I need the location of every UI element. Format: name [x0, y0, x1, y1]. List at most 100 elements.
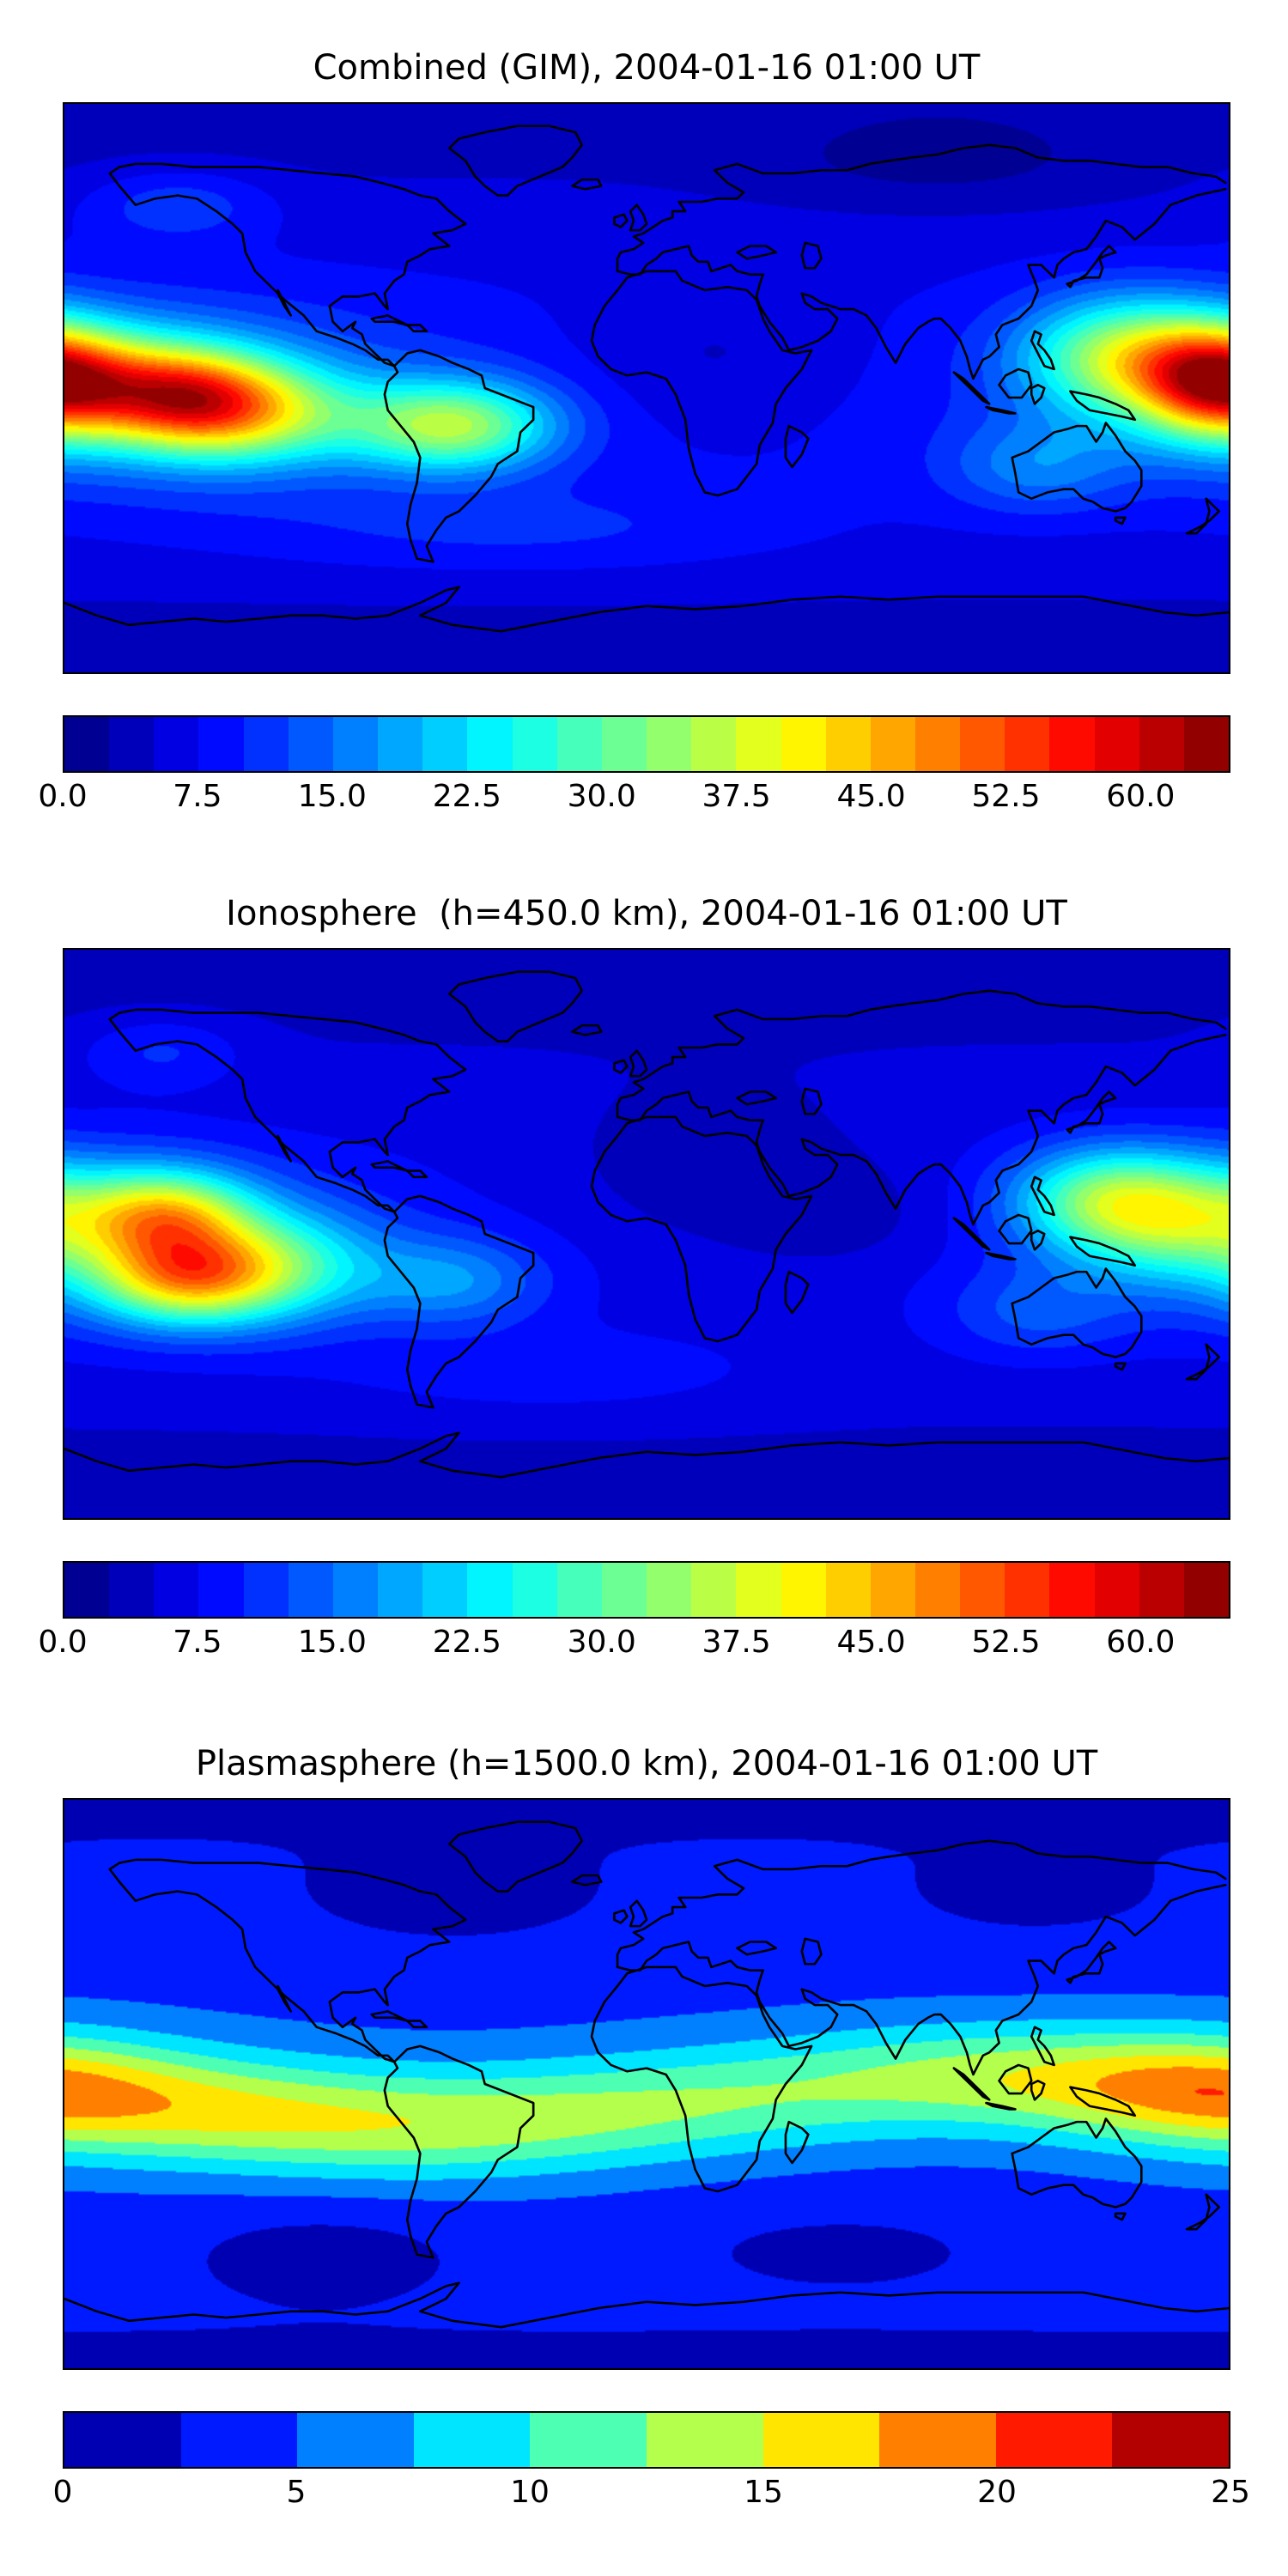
- colorbar-tick-label: 7.5: [173, 779, 222, 814]
- colorbar-segment: [1005, 717, 1050, 771]
- colorbar-segment: [512, 717, 557, 771]
- coastline-path: [590, 1965, 813, 2193]
- colorbar-segment: [556, 1563, 602, 1617]
- colorbar-tick-label: 52.5: [971, 779, 1041, 814]
- coastline-path: [800, 1087, 823, 1115]
- coastline-path: [1069, 1236, 1137, 1267]
- coastline-path: [405, 1170, 428, 1179]
- colorbar: [63, 2411, 1230, 2469]
- colorbar-tick-label: 0.0: [38, 1625, 88, 1660]
- coastlines-overlay: [64, 1820, 1229, 2329]
- coastline-path: [1030, 2026, 1055, 2067]
- colorbar-tick-label: 25: [1211, 2475, 1250, 2510]
- colorbar-segment: [1005, 1563, 1050, 1617]
- colorbar-tick-label: 15.0: [297, 779, 367, 814]
- coastline-path: [616, 989, 1227, 1119]
- panel-title: Ionosphere (h=450.0 km), 2004-01-16 01:0…: [226, 894, 1067, 933]
- world-map-ionosphere: [63, 948, 1230, 1520]
- colorbar: [63, 1561, 1230, 1619]
- colorbar-segment: [154, 1563, 199, 1617]
- colorbar-segment: [297, 2413, 414, 2467]
- colorbar-tick-label: 5: [286, 2475, 307, 2510]
- coastline-path: [736, 1091, 777, 1106]
- coastline-path: [447, 1820, 583, 1893]
- coastline-path: [1185, 2193, 1221, 2231]
- colorbar-segment: [556, 717, 602, 771]
- colorbar-segment: [512, 1563, 557, 1617]
- coastline-path: [629, 1899, 648, 1928]
- panel-title: Combined (GIM), 2004-01-16 01:00 UT: [313, 48, 981, 88]
- coastline-path: [952, 2067, 991, 2101]
- map-canvas: [64, 1800, 1229, 2368]
- colorbar-segment: [243, 1563, 289, 1617]
- colorbar-segment: [736, 717, 781, 771]
- coastline-path: [616, 1839, 1227, 1969]
- colorbar-segment: [288, 1563, 333, 1617]
- colorbar-segment: [467, 1563, 513, 1617]
- colorbar-tick-label: 20: [977, 2475, 1017, 2510]
- colorbar-tick-label: 37.5: [702, 1625, 771, 1660]
- colorbar: [63, 715, 1230, 773]
- coastline-path: [736, 1941, 777, 1956]
- colorbar-tick-label: 30.0: [567, 1625, 636, 1660]
- colorbar-segment: [1094, 1563, 1139, 1617]
- panel-ionosphere: Ionosphere (h=450.0 km), 2004-01-16 01:0…: [38, 893, 1230, 1674]
- coastline-path: [370, 1160, 409, 1172]
- colorbar-segment: [64, 2413, 181, 2467]
- coastline-path: [784, 424, 810, 469]
- coastline-path: [276, 289, 292, 317]
- colorbar-segment: [198, 717, 244, 771]
- coastline-path: [370, 2010, 409, 2022]
- coastline-path: [1069, 390, 1137, 422]
- coastline-path: [616, 143, 1227, 273]
- coastline-path: [985, 1251, 1017, 1261]
- colorbar-segment: [870, 1563, 915, 1617]
- coastline-path: [64, 586, 1229, 633]
- colorbar-tick-label: 22.5: [432, 779, 501, 814]
- panel-combined-gim: Combined (GIM), 2004-01-16 01:00 UT 0.0 7…: [38, 47, 1230, 829]
- colorbar-tick-label: 0.0: [38, 779, 88, 814]
- colorbar-segment: [601, 717, 647, 771]
- colorbar-tick-label: 7.5: [173, 1625, 222, 1660]
- coastline-path: [1114, 516, 1127, 526]
- coastline-path: [108, 1008, 467, 1213]
- colorbar-tick-label: 45.0: [836, 1625, 906, 1660]
- colorbar-segment: [243, 717, 289, 771]
- coastline-path: [276, 1984, 292, 2013]
- colorbar-segment: [647, 717, 692, 771]
- coastlines-overlay: [64, 970, 1229, 1479]
- colorbar-segment: [530, 2413, 647, 2467]
- colorbar-segment: [378, 717, 423, 771]
- coastline-path: [383, 2044, 535, 2259]
- coastline-path: [998, 2063, 1033, 2095]
- colorbar-segment: [109, 1563, 155, 1617]
- coastline-path: [629, 1049, 648, 1078]
- map-canvas: [64, 104, 1229, 672]
- colorbar-tick-label: 45.0: [836, 779, 906, 814]
- coastline-path: [800, 1937, 823, 1965]
- colorbar-segment: [870, 717, 915, 771]
- colorbar-segment: [1139, 717, 1184, 771]
- colorbar-tick-label: 15: [744, 2475, 783, 2510]
- colorbar-segment: [914, 1563, 961, 1617]
- coastline-path: [405, 324, 428, 333]
- coastline-path: [1030, 1230, 1046, 1251]
- colorbar-segment: [1049, 717, 1095, 771]
- colorbar-tick-label: 60.0: [1106, 779, 1176, 814]
- coastline-path: [998, 1213, 1033, 1245]
- colorbar-segment: [1183, 1563, 1230, 1617]
- coastline-path: [784, 1270, 810, 1315]
- coastline-path: [616, 188, 1227, 380]
- colorbar-segment: [762, 2413, 880, 2467]
- colorbar-segment: [422, 717, 468, 771]
- colorbar-tick-label: 22.5: [432, 1625, 501, 1660]
- panel-plasmasphere: Plasmasphere (h=1500.0 km), 2004-01-16 0…: [53, 1743, 1250, 2524]
- coastline-path: [571, 1874, 603, 1886]
- coastline-path: [616, 1034, 1227, 1226]
- coastline-path: [447, 125, 583, 197]
- colorbar-segment: [691, 717, 737, 771]
- colorbar-segment: [601, 1563, 647, 1617]
- coastline-path: [370, 314, 409, 326]
- colorbar-segment: [995, 2413, 1113, 2467]
